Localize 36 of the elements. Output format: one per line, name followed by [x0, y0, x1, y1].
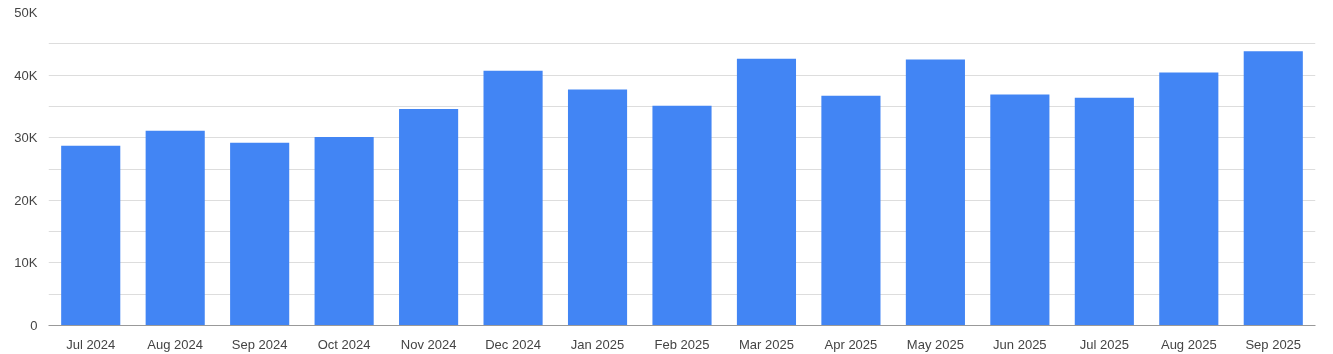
bar [1159, 72, 1219, 326]
x-tick-label: Oct 2024 [317, 336, 371, 352]
bar [905, 59, 965, 326]
x-tick-label: May 2025 [906, 336, 964, 352]
bar [230, 142, 290, 326]
bar [990, 94, 1050, 326]
x-tick-label: Feb 2025 [654, 336, 710, 352]
y-tick-label: 0 [30, 318, 38, 333]
y-tick-label: 40K [14, 67, 38, 83]
y-tick-label: 20K [14, 192, 38, 208]
x-tick-label: Dec 2024 [485, 336, 541, 352]
x-tick-label: Sep 2025 [1245, 336, 1302, 352]
bar [61, 145, 121, 326]
x-tick-label: Mar 2025 [739, 336, 794, 352]
x-tick-label: Jul 2025 [1079, 336, 1129, 352]
bar [1074, 97, 1134, 326]
x-tick-label: Aug 2024 [147, 336, 204, 352]
x-tick-label: Sep 2024 [231, 336, 288, 352]
bar [821, 95, 881, 326]
x-tick-label: Jan 2025 [570, 336, 625, 352]
x-tick-label: Apr 2025 [824, 336, 878, 352]
bar [314, 137, 374, 326]
y-tick-label: 10K [14, 255, 38, 271]
bar [736, 58, 797, 326]
x-tick-label: Aug 2025 [1160, 336, 1217, 352]
x-tick-label: Nov 2024 [400, 336, 457, 352]
x-tick-label: Jul 2024 [66, 336, 116, 352]
bar [1243, 51, 1303, 326]
bar [399, 108, 459, 326]
bar [567, 89, 628, 326]
x-tick-label: Jun 2025 [993, 336, 1047, 352]
y-tick-label: 30K [14, 130, 38, 146]
bar [483, 70, 543, 326]
bar [145, 130, 205, 326]
bar [652, 105, 712, 326]
y-tick-label: 50K [14, 5, 38, 20]
